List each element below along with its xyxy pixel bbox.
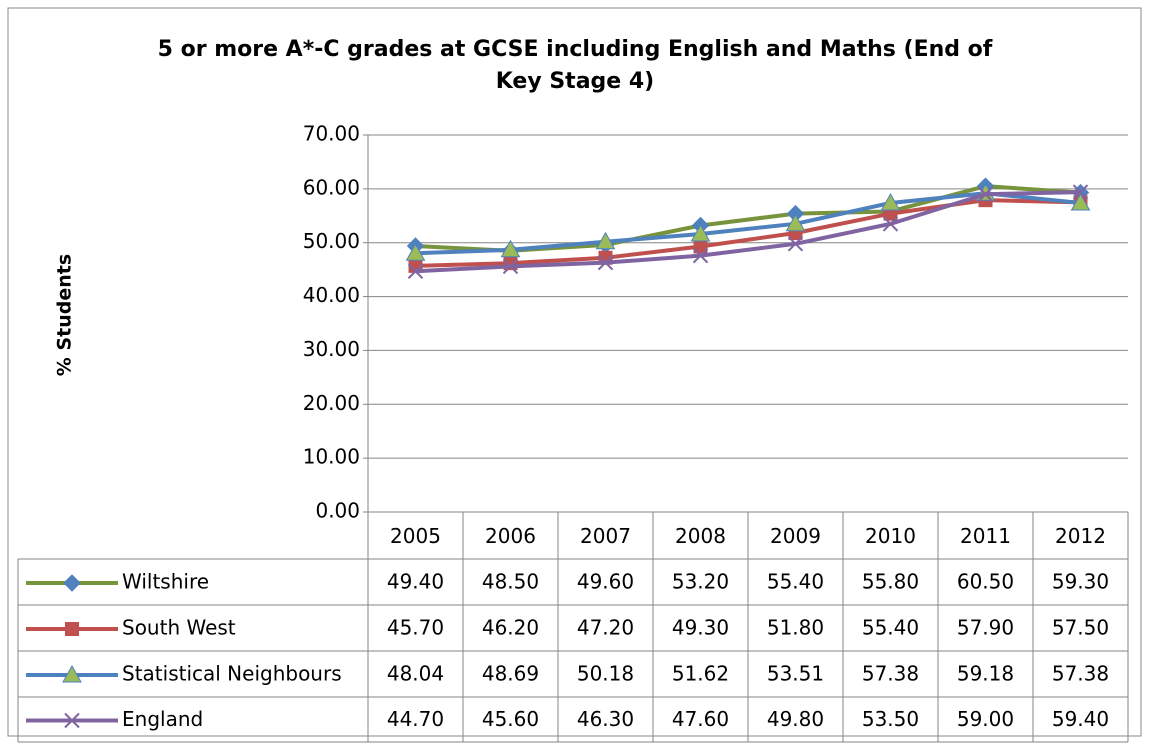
table-cell: 48.04 [387,662,444,686]
y-tick-label: 0.00 [315,499,360,523]
table-cell: 50.18 [577,662,634,686]
x-tick-label: 2005 [390,524,441,548]
data-point [407,263,424,279]
table-cell: 53.51 [767,662,824,686]
table-cell: 44.70 [387,707,444,731]
y-tick-label: 40.00 [303,283,360,307]
data-point [595,231,616,250]
data-point [977,186,994,202]
data-point [692,247,709,264]
series-line [415,191,1081,256]
table-cell: 53.20 [672,570,729,594]
table-cell: 45.70 [387,616,444,640]
y-tick-label: 30.00 [303,337,360,361]
y-tick-label: 50.00 [303,229,360,253]
data-point [405,243,426,261]
table-cell: 57.90 [957,616,1014,640]
table-cell: 55.40 [862,616,919,640]
y-tick-label: 20.00 [303,391,360,415]
table-cell: 59.30 [1052,570,1109,594]
legend-marker [65,622,79,636]
data-point [785,213,806,232]
table-cell: 46.30 [577,707,634,731]
chart-title: 5 or more A*-C grades at GCSE including … [157,37,993,94]
table-cell: 47.60 [672,707,729,731]
data-point [500,239,521,258]
table-cell: 47.20 [577,616,634,640]
x-tick-label: 2010 [865,524,916,548]
y-tick-label: 70.00 [303,122,360,146]
data-point [502,258,519,275]
table-cell: 59.18 [957,662,1014,686]
y-tick-label: 10.00 [303,445,360,469]
data-point [597,254,614,271]
table-cell: 51.80 [767,616,824,640]
data-point [1070,192,1091,211]
table-cell: 53.50 [862,707,919,731]
y-tick-label: 60.00 [303,175,360,199]
y-axis-label: % Students [54,254,76,376]
legend-label: Statistical Neighbours [122,662,342,686]
legend-label: South West [122,616,236,640]
data-point [1072,184,1089,200]
x-tick-label: 2006 [485,524,536,548]
x-tick-label: 2007 [580,524,631,548]
data-point [693,239,708,254]
table-cell: 57.38 [862,662,919,686]
table-cell: 60.50 [957,570,1014,594]
chart-border [7,7,1142,737]
legend-marker [64,712,80,729]
table-cell: 55.80 [862,570,919,594]
table-cell: 49.30 [672,616,729,640]
x-tick-label: 2009 [770,524,821,548]
table-cell: 48.50 [482,570,539,594]
table-cell: 49.80 [767,707,824,731]
data-point [882,216,899,232]
data-point [690,223,711,242]
series-line [415,190,1081,274]
data-point [787,236,804,252]
table-cell: 48.69 [482,662,539,686]
x-tick-label: 2008 [675,524,726,548]
series-line [415,198,1081,268]
x-tick-label: 2011 [960,524,1011,548]
table-cell: 46.20 [482,616,539,640]
legend-label: Wiltshire [122,570,209,594]
table-cell: 59.40 [1052,707,1109,731]
table-cell: 57.38 [1052,662,1109,686]
x-tick-label: 2012 [1055,524,1106,548]
legend-marker [62,664,82,683]
table-cell: 45.60 [482,707,539,731]
legend-label: England [122,707,203,731]
table-cell: 49.60 [577,570,634,594]
data-point [880,192,901,211]
table-cell: 57.50 [1052,616,1109,640]
table-cell: 49.40 [387,570,444,594]
legend-marker [63,574,81,592]
table-cell: 55.40 [767,570,824,594]
table-cell: 51.62 [672,662,729,686]
table-cell: 59.00 [957,707,1014,731]
